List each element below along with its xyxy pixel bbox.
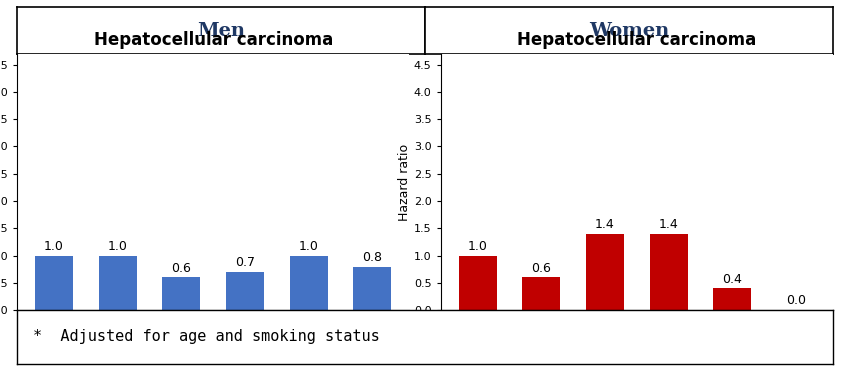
Text: Women: Women [589,22,669,40]
Bar [290,256,328,310]
Text: Men: Men [197,22,245,40]
Text: 1.0: 1.0 [44,240,64,253]
Text: 0.7: 0.7 [235,256,255,269]
Text: 1.0: 1.0 [468,240,488,253]
Bar [649,234,688,310]
Bar [226,272,264,310]
Text: 0.4: 0.4 [722,273,742,286]
Title: Hepatocellular carcinoma: Hepatocellular carcinoma [94,32,333,49]
Bar [162,278,201,310]
Bar [354,266,392,310]
X-axis label: # of metabolic risk factors: # of metabolic risk factors [130,335,297,348]
Text: 0.0: 0.0 [786,295,806,308]
Text: 1.4: 1.4 [659,218,678,231]
Text: 0.6: 0.6 [172,262,191,275]
Bar [458,256,496,310]
Y-axis label: Hazard ratio: Hazard ratio [398,143,411,220]
Bar [99,256,137,310]
Text: 1.4: 1.4 [595,218,615,231]
X-axis label: # of metabolic risk factors: # of metabolic risk factors [553,335,720,348]
Bar [522,278,560,310]
Bar [35,256,73,310]
Text: 1.0: 1.0 [298,240,319,253]
Bar [713,288,751,310]
Text: 0.6: 0.6 [531,262,552,275]
Bar [586,234,624,310]
Text: 0.8: 0.8 [362,251,382,264]
Text: 1.0: 1.0 [108,240,128,253]
Text: *  Adjusted for age and smoking status: * Adjusted for age and smoking status [33,329,380,344]
Title: Hepatocellular carcinoma: Hepatocellular carcinoma [517,32,756,49]
